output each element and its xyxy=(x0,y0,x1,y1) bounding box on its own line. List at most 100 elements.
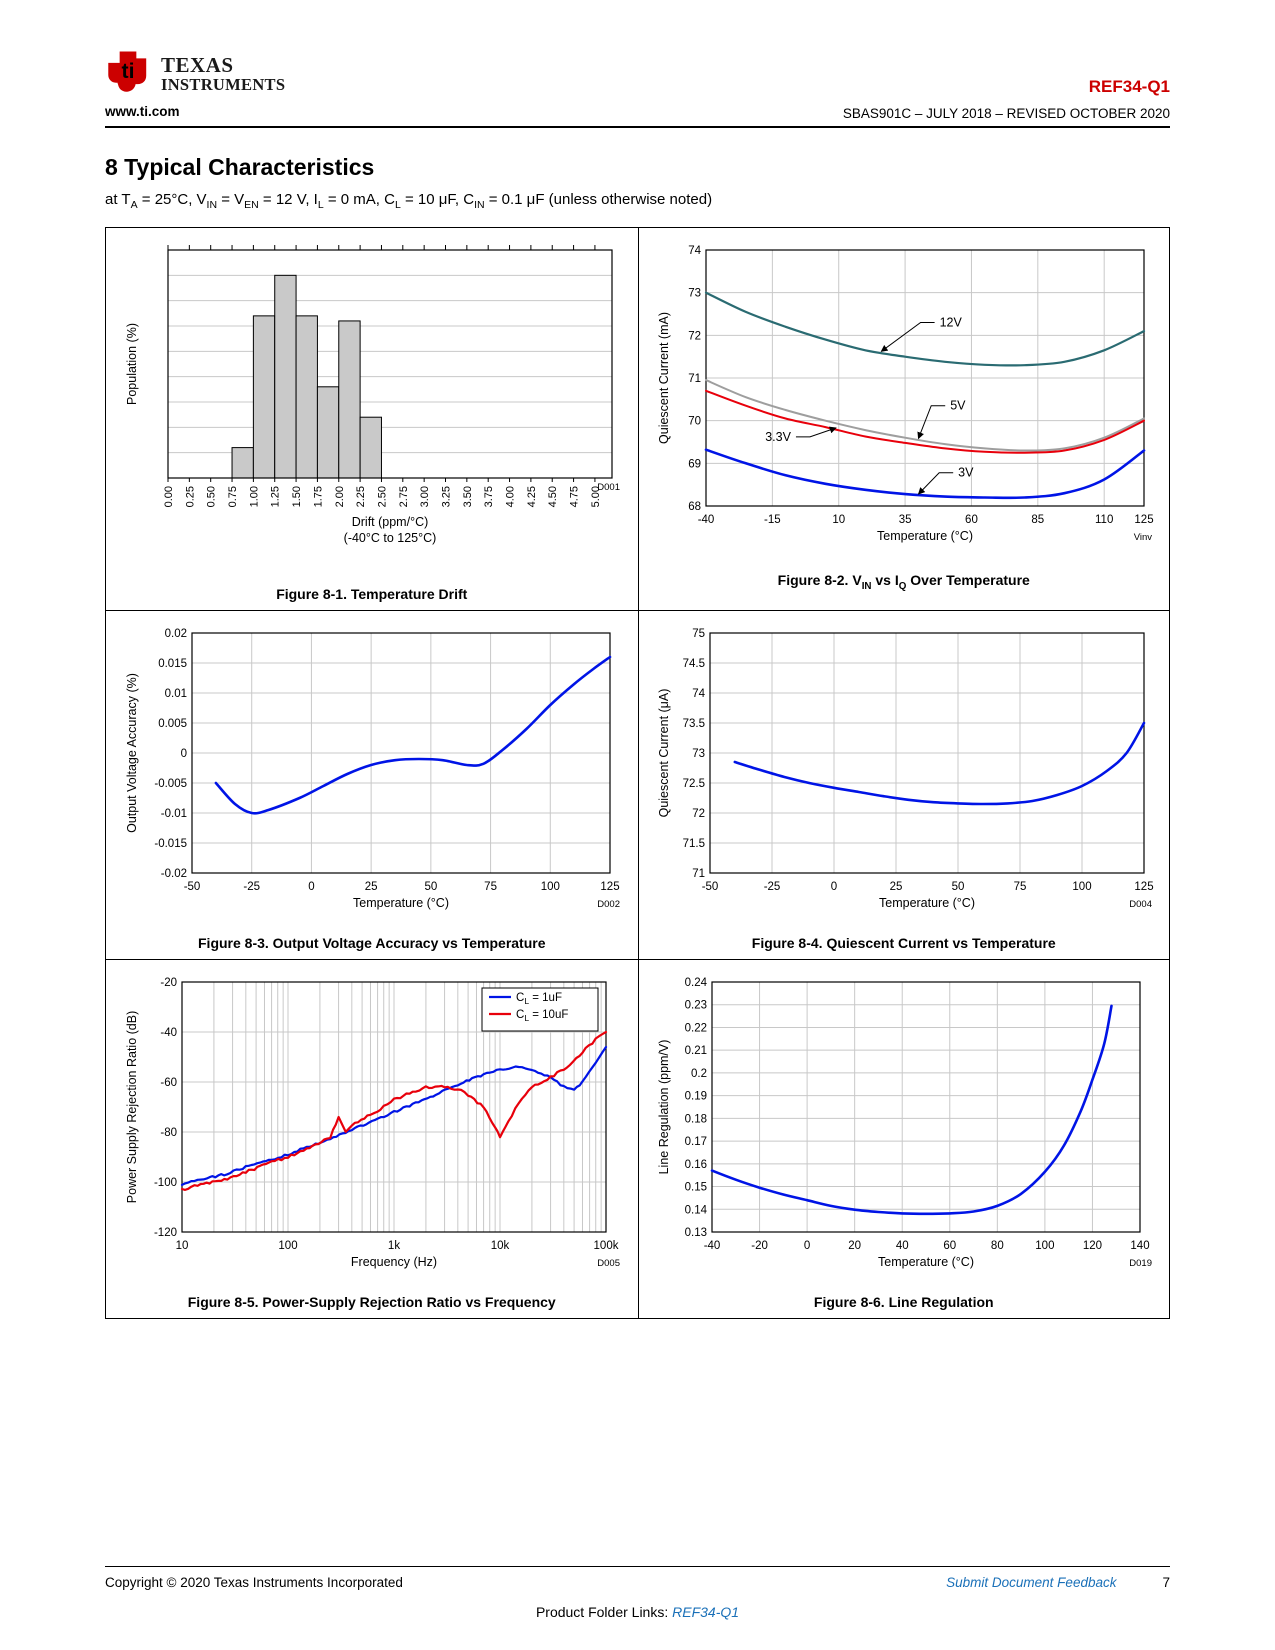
svg-text:0: 0 xyxy=(831,881,837,893)
svg-text:-100: -100 xyxy=(154,1177,177,1189)
svg-text:10k: 10k xyxy=(490,1240,509,1252)
svg-text:71: 71 xyxy=(692,868,705,880)
figure-8-3-caption: Figure 8-3. Output Voltage Accuracy vs T… xyxy=(198,935,546,951)
svg-text:60: 60 xyxy=(943,1240,956,1252)
svg-text:2.75: 2.75 xyxy=(398,486,410,507)
svg-text:73: 73 xyxy=(688,288,701,300)
svg-text:2.50: 2.50 xyxy=(376,486,388,507)
svg-text:Quiescent Current (μA): Quiescent Current (μA) xyxy=(657,689,671,818)
brand-line-1: TEXAS xyxy=(161,53,234,77)
svg-text:125: 125 xyxy=(1134,881,1153,893)
svg-text:0: 0 xyxy=(180,748,186,760)
svg-text:Vinv: Vinv xyxy=(1133,532,1152,543)
svg-text:71.5: 71.5 xyxy=(682,838,704,850)
svg-text:75: 75 xyxy=(484,881,497,893)
product-folder-link[interactable]: REF34-Q1 xyxy=(672,1604,740,1620)
svg-text:Quiescent Current (mA): Quiescent Current (mA) xyxy=(657,312,671,444)
svg-text:50: 50 xyxy=(951,881,964,893)
header-right: REF34-Q1 SBAS901C – JULY 2018 – REVISED … xyxy=(843,77,1170,121)
test-conditions: at TA = 25°C, VIN = VEN = 12 V, IL = 0 m… xyxy=(105,191,713,211)
svg-text:(-40°C to 125°C): (-40°C to 125°C) xyxy=(343,531,436,545)
chart-line-regulation: -40 -20 0 20 40 60 80 100 120 140 0.13 0.14 0.15 0.16… xyxy=(654,970,1154,1290)
svg-text:-25: -25 xyxy=(763,881,780,893)
svg-text:Population (%): Population (%) xyxy=(125,323,139,405)
figure-8-2-caption: Figure 8-2. VIN vs IQ Over Temperature xyxy=(777,572,1030,592)
figure-grid: 0.00 0.25 0.50 0.75 1.00 1.25 1.50 1.75 2.00 2.25… xyxy=(105,227,1170,1319)
svg-text:-0.02: -0.02 xyxy=(161,868,187,880)
svg-text:-25: -25 xyxy=(243,881,260,893)
figure-8-6: -40 -20 0 20 40 60 80 100 120 140 0.13 0.14 0.15 0.16… xyxy=(637,959,1169,1318)
figure-8-1-caption: Figure 8-1. Temperature Drift xyxy=(276,586,468,602)
svg-text:-40: -40 xyxy=(160,1027,177,1039)
svg-text:0.13: 0.13 xyxy=(684,1227,706,1239)
svg-text:Output Voltage Accuracy (%): Output Voltage Accuracy (%) xyxy=(125,673,139,833)
figure-8-1: 0.00 0.25 0.50 0.75 1.00 1.25 1.50 1.75 2.00 2.25… xyxy=(106,228,638,610)
svg-text:CL = 10uF: CL = 10uF xyxy=(516,1009,568,1023)
svg-text:4.50: 4.50 xyxy=(547,486,559,507)
product-folder-label: Product Folder Links: xyxy=(535,1604,673,1620)
svg-text:10: 10 xyxy=(832,514,845,526)
svg-text:72.5: 72.5 xyxy=(682,778,704,790)
svg-text:50: 50 xyxy=(424,881,437,893)
svg-text:69: 69 xyxy=(688,458,701,470)
svg-text:4.00: 4.00 xyxy=(504,486,516,507)
header-rule xyxy=(105,126,1170,128)
header-left: ti TEXAS INSTRUMENTS www.ti.com xyxy=(105,50,285,121)
svg-text:25: 25 xyxy=(364,881,377,893)
svg-text:-40: -40 xyxy=(697,514,714,526)
svg-text:0.15: 0.15 xyxy=(684,1182,706,1194)
figure-8-5-caption: Figure 8-5. Power-Supply Rejection Ratio… xyxy=(187,1294,556,1310)
series-accuracy xyxy=(214,655,612,815)
svg-text:1k: 1k xyxy=(388,1240,400,1252)
svg-text:Line Regulation (ppm/V): Line Regulation (ppm/V) xyxy=(657,1040,671,1175)
figure-8-3: -50 -25 0 25 50 75 100 125 -0.02 -0.015 -0.01 -0.00… xyxy=(106,610,638,959)
svg-text:1.75: 1.75 xyxy=(312,486,324,507)
svg-text:0.2: 0.2 xyxy=(691,1068,707,1080)
chart-psrr: CL = 1uF CL = 10uF 10 100 1k 10k 100k -120 -100 -… xyxy=(122,970,622,1290)
svg-text:Frequency (Hz): Frequency (Hz) xyxy=(351,1255,437,1269)
svg-text:25: 25 xyxy=(889,881,902,893)
figure-8-6-caption: Figure 8-6. Line Regulation xyxy=(813,1294,994,1310)
svg-text:100: 100 xyxy=(540,881,559,893)
ti-logo-icon: ti xyxy=(108,51,147,92)
svg-text:D001: D001 xyxy=(597,482,620,493)
svg-text:0.01: 0.01 xyxy=(164,688,186,700)
svg-text:40: 40 xyxy=(896,1240,909,1252)
svg-text:75: 75 xyxy=(1013,881,1026,893)
svg-text:0.24: 0.24 xyxy=(684,977,707,989)
svg-text:140: 140 xyxy=(1130,1240,1149,1252)
svg-text:68: 68 xyxy=(688,501,701,513)
series-iq xyxy=(733,721,1146,806)
svg-text:0.015: 0.015 xyxy=(158,658,187,670)
svg-text:D004: D004 xyxy=(1129,899,1152,910)
series-3V xyxy=(704,448,1146,500)
footer-rule xyxy=(105,1566,1170,1567)
svg-text:1.25: 1.25 xyxy=(269,486,281,507)
svg-text:4.25: 4.25 xyxy=(526,486,538,507)
svg-text:Drift (ppm/°C): Drift (ppm/°C) xyxy=(351,515,428,529)
annotation-3.3V: 3.3V xyxy=(765,430,791,444)
part-number: REF34-Q1 xyxy=(1088,77,1170,96)
svg-text:-20: -20 xyxy=(751,1240,768,1252)
svg-text:0.75: 0.75 xyxy=(227,486,239,507)
document-revision: SBAS901C – JULY 2018 – REVISED OCTOBER 2… xyxy=(842,106,1170,121)
svg-text:125: 125 xyxy=(600,881,619,893)
svg-text:0.18: 0.18 xyxy=(684,1113,706,1125)
svg-text:70: 70 xyxy=(688,416,701,428)
svg-text:120: 120 xyxy=(1083,1240,1102,1252)
svg-text:0.17: 0.17 xyxy=(684,1136,706,1148)
svg-text:1.50: 1.50 xyxy=(291,486,303,507)
svg-text:Temperature (°C): Temperature (°C) xyxy=(353,896,449,910)
svg-text:D002: D002 xyxy=(597,899,620,910)
svg-text:74.5: 74.5 xyxy=(682,658,704,670)
ti-website-link[interactable]: www.ti.com xyxy=(105,104,180,119)
svg-text:D005: D005 xyxy=(597,1258,620,1269)
svg-text:-15: -15 xyxy=(764,514,781,526)
svg-text:0.16: 0.16 xyxy=(684,1159,706,1171)
series-3.3V xyxy=(704,389,1145,454)
svg-text:0.21: 0.21 xyxy=(684,1045,706,1057)
svg-text:ti: ti xyxy=(122,59,135,83)
ti-brand: ti TEXAS INSTRUMENTS xyxy=(105,50,285,94)
submit-feedback-link[interactable]: Submit Document Feedback xyxy=(946,1575,1117,1590)
